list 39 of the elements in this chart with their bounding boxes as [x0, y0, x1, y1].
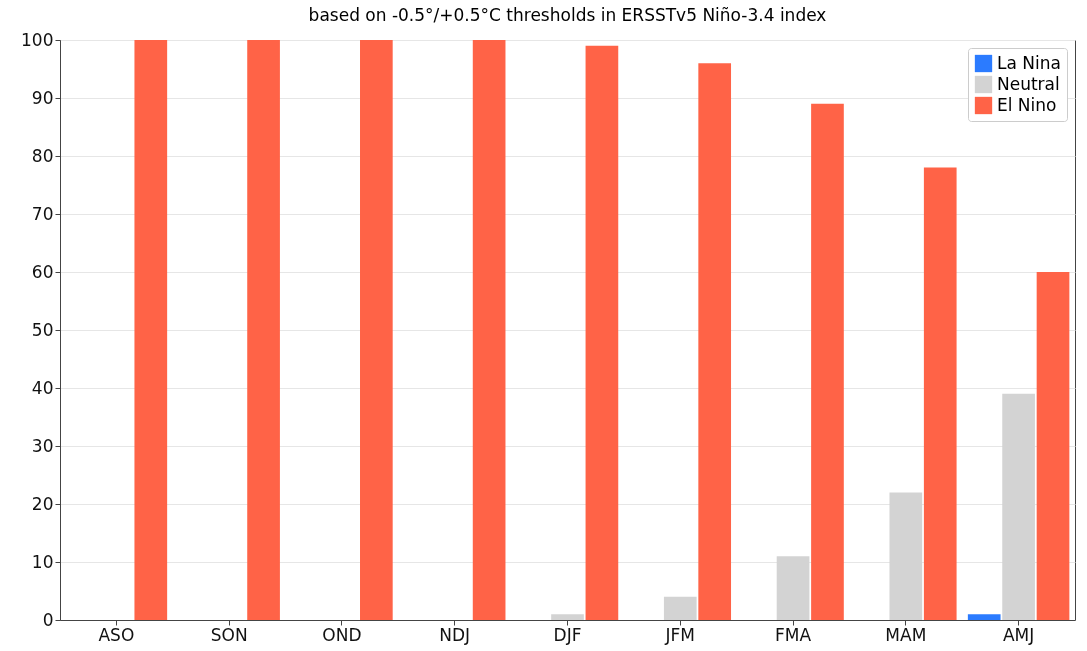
- x-tick-label: MAM: [885, 624, 927, 645]
- x-tick-label: AMJ: [1002, 624, 1035, 645]
- bar: [967, 614, 1001, 620]
- legend-label: La Nina: [997, 52, 1061, 73]
- y-tick-label: 80: [31, 145, 54, 166]
- y-tick-label: 60: [31, 261, 54, 282]
- bar: [776, 556, 810, 620]
- bar: [551, 614, 584, 620]
- x-tick-label: DJF: [553, 624, 582, 645]
- bar: [1036, 272, 1070, 620]
- bar: [698, 63, 732, 620]
- y-tick-label: 50: [31, 319, 54, 340]
- bar: [360, 40, 393, 620]
- x-tick-label: FMA: [775, 624, 812, 645]
- x-tick-label: SON: [210, 624, 248, 645]
- x-tick-label: OND: [322, 624, 362, 645]
- bar: [1002, 393, 1035, 620]
- bar: [247, 40, 280, 620]
- y-tick-label: 90: [31, 87, 54, 108]
- y-tick-label: 70: [31, 203, 54, 224]
- chart-title: based on -0.5°/+0.5°C thresholds in ERSSTv5 Niño-3.4 index: [308, 5, 827, 25]
- bar: [889, 492, 923, 620]
- x-tick-label: ASO: [98, 624, 135, 645]
- y-tick-label: 10: [31, 551, 54, 572]
- x-tick-label: NDJ: [439, 624, 471, 645]
- y-tick-label: 100: [21, 29, 54, 50]
- bar: [134, 40, 168, 620]
- bar: [663, 596, 697, 620]
- x-tick-label: JFM: [664, 624, 696, 645]
- bar: [585, 45, 619, 620]
- y-tick-label: 20: [31, 493, 54, 514]
- y-tick-label: 40: [31, 377, 54, 398]
- y-tick-label: 0: [42, 609, 54, 630]
- bar: [472, 40, 506, 620]
- legend-label: Neutral: [997, 73, 1060, 94]
- legend-label: El Nino: [997, 94, 1057, 115]
- y-tick-label: 30: [31, 435, 54, 456]
- bar: [923, 167, 957, 620]
- bar: [811, 103, 844, 620]
